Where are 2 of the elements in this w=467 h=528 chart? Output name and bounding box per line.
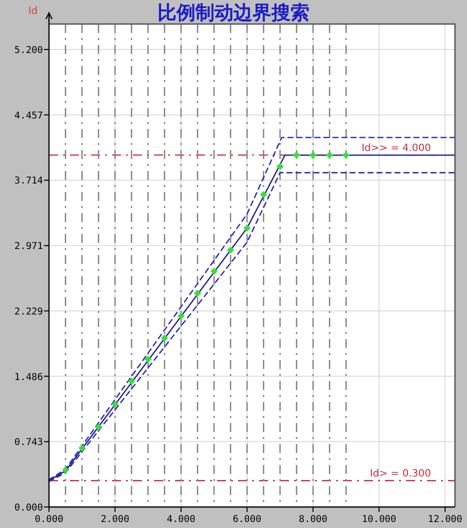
ylabel: Id: [28, 6, 38, 17]
title: 比例制动边界搜索: [158, 2, 310, 24]
